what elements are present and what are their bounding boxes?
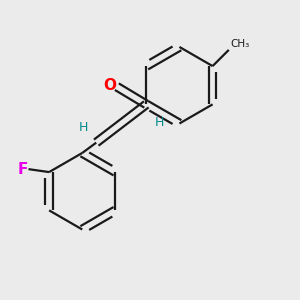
Text: O: O	[103, 78, 116, 93]
Text: H: H	[155, 116, 164, 128]
Text: F: F	[18, 162, 28, 177]
Text: H: H	[78, 122, 88, 134]
Text: CH₃: CH₃	[230, 39, 250, 49]
